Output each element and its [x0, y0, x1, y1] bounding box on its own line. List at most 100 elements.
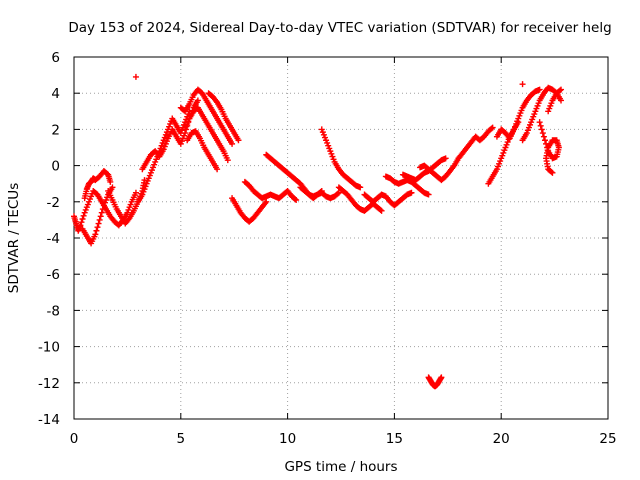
data-point — [556, 87, 563, 94]
data-point — [127, 201, 134, 208]
data-point — [535, 100, 542, 107]
data-point — [532, 108, 539, 115]
data-point — [500, 149, 507, 156]
data-point — [534, 102, 541, 109]
series-arc-11 — [229, 195, 270, 225]
data-point — [320, 131, 327, 138]
series-arc-17 — [361, 189, 415, 209]
data-point — [546, 105, 553, 112]
series-arc-1 — [71, 187, 139, 234]
data-point — [124, 209, 131, 216]
data-point — [442, 155, 449, 162]
data-point — [80, 212, 87, 219]
y-axis-ticks: -14 -12 -10 -8 -6 -4 -2 0 2 4 6 — [38, 50, 608, 428]
y-tick-label: 6 — [51, 50, 60, 66]
data-point — [95, 220, 102, 227]
data-point — [161, 143, 168, 150]
data-point — [558, 86, 565, 93]
data-point — [324, 139, 331, 146]
data-point — [214, 166, 221, 173]
data-point — [161, 134, 168, 141]
data-point — [325, 142, 332, 149]
data-point — [84, 201, 91, 208]
data-point — [527, 121, 534, 128]
data-point — [516, 112, 523, 119]
data-point — [513, 120, 520, 127]
data-point — [146, 172, 153, 179]
data-point — [536, 86, 543, 93]
x-tick-label: 25 — [599, 431, 616, 447]
data-point — [139, 191, 146, 198]
data-point — [539, 130, 546, 137]
data-point — [132, 189, 139, 196]
data-point — [326, 145, 333, 152]
series-arc-9 — [184, 128, 221, 173]
y-tick-label: -6 — [47, 267, 60, 283]
data-point — [87, 196, 94, 203]
data-point — [499, 152, 506, 159]
chart-title: Day 153 of 2024, Sidereal Day-to-day VTE… — [68, 20, 611, 36]
data-point — [503, 141, 510, 148]
data-point — [78, 219, 85, 226]
data-point — [530, 113, 537, 120]
data-point — [517, 110, 524, 117]
data-point — [524, 127, 531, 134]
data-point — [93, 227, 100, 234]
data-point — [224, 157, 231, 164]
y-tick-label: -4 — [47, 231, 60, 247]
series-arc-5 — [135, 108, 193, 205]
data-point — [518, 107, 525, 114]
data-point — [81, 209, 88, 216]
x-axis-label: GPS time / hours — [284, 459, 397, 475]
data-point — [98, 209, 105, 216]
x-tick-label: 20 — [493, 431, 510, 447]
series-arc-16 — [335, 184, 385, 214]
data-point — [547, 102, 554, 109]
data-point — [529, 116, 536, 123]
data-point — [100, 202, 107, 209]
data-point — [107, 178, 114, 185]
data-point — [162, 131, 169, 138]
data-point — [83, 204, 90, 211]
data-point — [408, 189, 415, 196]
series-arc-8 — [182, 104, 231, 164]
data-point — [141, 177, 148, 184]
data-point — [142, 183, 149, 190]
data-point — [515, 115, 522, 122]
y-tick-label: -10 — [38, 340, 60, 356]
series-arc-14 — [297, 184, 342, 202]
data-point — [528, 119, 535, 126]
data-point — [511, 126, 518, 133]
series-arc-25 — [536, 119, 562, 176]
data-point — [152, 158, 159, 165]
data-point — [319, 129, 326, 136]
series-arc-7 — [177, 86, 236, 147]
data-point — [235, 137, 242, 144]
data-point — [523, 130, 530, 137]
series-arc-20 — [417, 155, 462, 184]
data-point — [488, 125, 495, 132]
data-point — [335, 189, 342, 196]
data-point — [548, 168, 555, 175]
data-point — [328, 150, 335, 157]
data-point — [334, 190, 341, 197]
data-point — [160, 137, 167, 144]
data-point — [181, 132, 188, 139]
data-point — [184, 120, 191, 127]
x-tick-label: 5 — [177, 431, 186, 447]
data-point — [531, 111, 538, 118]
data-point — [489, 124, 496, 131]
data-point — [82, 206, 89, 213]
data-point — [148, 167, 155, 174]
series-arc-15 — [318, 126, 364, 191]
data-point — [549, 169, 556, 176]
data-point — [514, 118, 521, 125]
data-point — [292, 196, 299, 203]
data-point — [519, 81, 526, 88]
data-point — [538, 126, 545, 133]
x-tick-label: 10 — [279, 431, 296, 447]
data-point — [327, 148, 334, 155]
data-point — [321, 134, 328, 141]
series-arc-2 — [79, 184, 116, 247]
